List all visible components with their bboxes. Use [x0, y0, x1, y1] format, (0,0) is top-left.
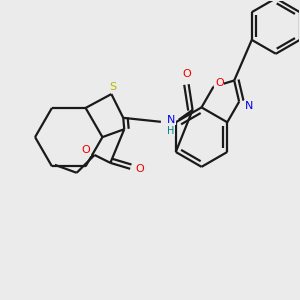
Text: H: H	[167, 126, 175, 136]
Text: O: O	[182, 69, 191, 79]
Text: S: S	[109, 82, 116, 92]
Text: O: O	[136, 164, 145, 174]
Text: O: O	[215, 78, 224, 88]
Text: N: N	[245, 100, 253, 111]
Text: N: N	[167, 115, 175, 125]
Text: O: O	[81, 145, 90, 155]
